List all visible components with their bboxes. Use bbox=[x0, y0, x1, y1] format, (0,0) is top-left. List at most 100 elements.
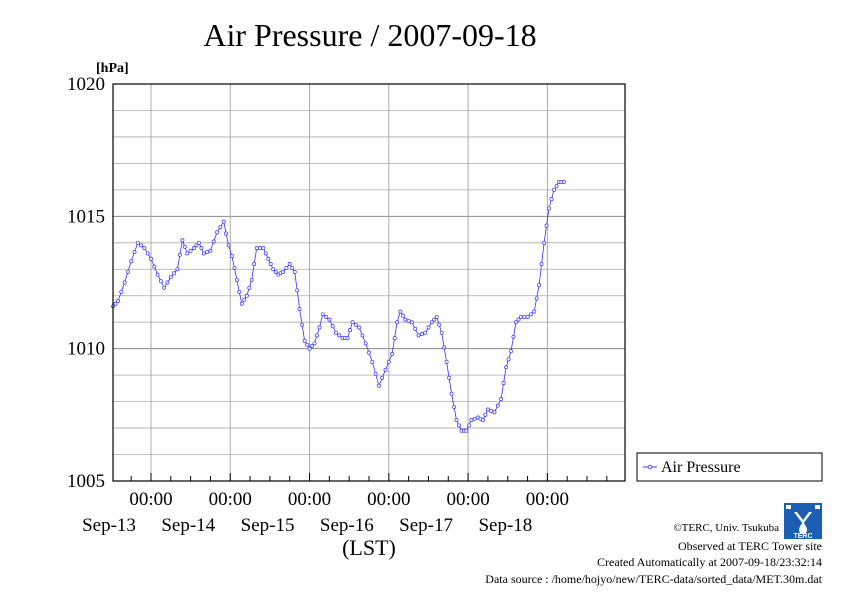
x-axis-label: (LST) bbox=[342, 535, 396, 560]
data-point bbox=[234, 277, 239, 282]
data-point bbox=[419, 332, 424, 337]
data-point bbox=[528, 312, 533, 317]
data-point bbox=[116, 299, 120, 303]
data-point bbox=[413, 326, 418, 331]
data-point bbox=[398, 309, 403, 314]
y-tick-label: 1010 bbox=[67, 339, 105, 360]
data-point bbox=[483, 412, 488, 417]
data-point bbox=[525, 314, 530, 319]
data-point bbox=[334, 330, 338, 335]
data-point bbox=[426, 325, 431, 330]
data-point bbox=[395, 320, 400, 325]
data-point bbox=[239, 301, 244, 306]
data-point bbox=[522, 314, 527, 319]
data-point bbox=[439, 330, 444, 335]
plot-frame bbox=[112, 83, 626, 482]
data-point bbox=[330, 324, 335, 329]
data-point bbox=[363, 341, 368, 346]
data-point bbox=[423, 330, 428, 335]
data-point bbox=[165, 280, 170, 285]
data-point bbox=[442, 345, 447, 350]
data-point bbox=[317, 325, 322, 330]
data-point bbox=[504, 365, 509, 370]
data-point bbox=[534, 296, 539, 301]
data-point bbox=[464, 428, 469, 433]
data-point bbox=[122, 280, 127, 285]
data-point bbox=[266, 256, 271, 261]
data-point bbox=[297, 307, 302, 311]
data-point bbox=[155, 272, 160, 277]
data-point bbox=[383, 367, 388, 372]
data-point bbox=[386, 359, 391, 364]
data-point bbox=[172, 271, 177, 276]
data-point bbox=[180, 238, 185, 243]
data-point bbox=[390, 352, 395, 356]
data-point bbox=[194, 243, 199, 248]
data-point bbox=[201, 251, 206, 256]
data-point bbox=[452, 404, 457, 409]
data-point bbox=[305, 342, 310, 347]
data-point bbox=[353, 322, 358, 327]
data-point bbox=[367, 350, 371, 355]
created-text: Created Automatically at 2007-09-18/23:3… bbox=[597, 555, 822, 569]
data-point bbox=[237, 289, 242, 294]
data-point bbox=[211, 239, 216, 244]
x-tick-labels: 00:00 Sep-13 00:00 Sep-14 00:00 Sep-15 00:00 Se… bbox=[82, 489, 569, 536]
data-point bbox=[370, 359, 375, 364]
data-point bbox=[287, 262, 292, 266]
data-point bbox=[224, 231, 229, 236]
data-point bbox=[249, 277, 254, 282]
data-point bbox=[221, 219, 226, 224]
data-point bbox=[357, 325, 362, 330]
data-point bbox=[177, 252, 182, 257]
data-point bbox=[406, 318, 411, 323]
legend-box bbox=[636, 452, 823, 482]
data-point bbox=[208, 248, 213, 253]
data-point bbox=[229, 254, 234, 258]
data-point bbox=[281, 269, 286, 274]
data-point bbox=[271, 267, 276, 272]
data-point bbox=[376, 383, 381, 388]
data-point bbox=[158, 279, 163, 284]
data-point bbox=[113, 301, 118, 306]
data-point bbox=[232, 265, 237, 270]
data-point bbox=[537, 283, 542, 288]
logo-text: TERC bbox=[793, 533, 812, 540]
data-point bbox=[492, 410, 497, 415]
data-point bbox=[196, 240, 201, 245]
data-point bbox=[511, 334, 516, 339]
data-point bbox=[485, 407, 490, 412]
data-point bbox=[547, 206, 551, 211]
data-point bbox=[345, 336, 350, 341]
data-point bbox=[466, 423, 471, 428]
data-point bbox=[142, 246, 147, 251]
series-layer bbox=[111, 179, 566, 433]
data-point bbox=[552, 187, 556, 192]
x-tick-time-label: 00:00 bbox=[209, 489, 252, 510]
data-point bbox=[315, 333, 319, 338]
data-point bbox=[119, 289, 124, 294]
data-point bbox=[226, 243, 231, 248]
legend-marker bbox=[647, 464, 653, 470]
data-point bbox=[175, 267, 180, 272]
data-point bbox=[263, 251, 268, 256]
data-point bbox=[444, 359, 449, 364]
data-point bbox=[292, 269, 297, 274]
data-point bbox=[501, 381, 506, 386]
observed-text: Observed at TERC Tower site bbox=[678, 539, 822, 553]
data-point bbox=[449, 391, 454, 396]
y-tick-label: 1005 bbox=[67, 471, 105, 492]
data-point bbox=[162, 285, 167, 290]
x-tick-time-label: 00:00 bbox=[367, 489, 410, 510]
x-tick-date-label: Sep-13 bbox=[82, 515, 136, 536]
data-point bbox=[300, 322, 305, 327]
data-point bbox=[481, 418, 485, 423]
data-point bbox=[532, 309, 537, 314]
data-point bbox=[506, 357, 511, 362]
x-tick-time-label: 00:00 bbox=[526, 489, 569, 510]
x-tick-date-label: Sep-18 bbox=[478, 515, 532, 536]
data-point bbox=[403, 317, 408, 322]
data-point bbox=[429, 320, 434, 325]
x-tick-date-label: Sep-14 bbox=[161, 515, 215, 536]
legend-label: Air Pressure bbox=[661, 459, 741, 476]
